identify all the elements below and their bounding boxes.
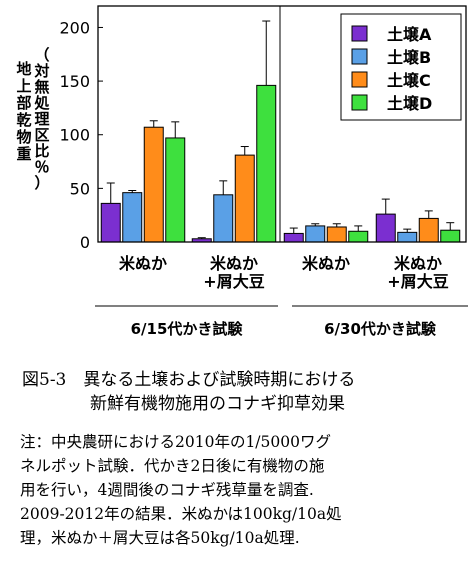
note-line-3: 用を行い，4週間後のコナギ残草量を調査.	[20, 481, 314, 499]
y-tick-label: 0	[80, 233, 90, 252]
category-label: 米ぬか	[302, 254, 350, 273]
legend-swatch	[351, 94, 368, 111]
caption-line-1: 図5-3 異なる土壌および試験時期における	[22, 370, 356, 390]
bar	[122, 192, 143, 243]
bar	[326, 226, 347, 243]
y-tick-label: 200	[59, 18, 90, 37]
bar-chart: 0 50 100 150 200 地上部乾物重 （対無処理区比％） 米ぬか 米ぬか+屑大豆 米ぬか…	[16, 5, 468, 338]
y-tick-label: 150	[59, 72, 90, 91]
note-line-5: 理，米ぬか＋屑大豆は各50kg/10a処理.	[20, 529, 300, 547]
bar	[256, 84, 277, 243]
group-label: 6/15代かき試験	[131, 320, 244, 338]
note-line-2: ネルポット試験．代かき2日後に有機物の施	[20, 457, 325, 475]
figure-note: 注：中央農研における2010年の1/5000ワグ ネルポット試験．代かき2日後に…	[20, 430, 460, 550]
bar	[213, 194, 234, 243]
y-tick-label: 50	[70, 179, 90, 198]
note-line-4: 2009-2012年の結果．米ぬかは100kg/10a処	[20, 505, 342, 523]
bar	[440, 229, 461, 243]
bar	[100, 202, 121, 243]
bar	[348, 230, 369, 243]
bar	[165, 137, 186, 243]
legend-swatch	[351, 48, 368, 65]
legend-label: 土壌A	[387, 25, 432, 44]
caption-line-2: 新鮮有機物施用のコナギ抑草効果	[90, 394, 345, 414]
bar	[305, 225, 326, 243]
legend-label: 土壌D	[387, 94, 432, 113]
category-label: 米ぬか+屑大豆	[387, 254, 448, 291]
bar	[234, 154, 255, 243]
y-axis-subtitle: （対無処理区比％）	[33, 46, 50, 192]
bar	[397, 231, 418, 243]
note-line-1: 注：中央農研における2010年の1/5000ワグ	[20, 433, 331, 451]
bar	[283, 232, 304, 243]
plot-frame	[97, 5, 467, 243]
bar	[375, 213, 396, 243]
legend-label: 土壌B	[387, 48, 431, 67]
y-axis-title: 地上部乾物重	[16, 60, 31, 163]
y-tick-label: 100	[59, 126, 90, 145]
group-label: 6/30代かき試験	[324, 320, 437, 338]
chart-svg: 0 50 100 150 200 地上部乾物重（対無処理区比％） 米ぬか 米ぬか+屑大豆 米ぬか…	[16, 5, 468, 338]
legend-swatch	[351, 71, 368, 88]
category-label: 米ぬか	[119, 254, 167, 273]
legend-swatch	[351, 25, 368, 42]
category-label: 米ぬか+屑大豆	[203, 254, 264, 291]
figure-caption: 図5-3 異なる土壌および試験時期における 新鮮有機物施用のコナギ抑草効果	[0, 368, 472, 428]
bar	[418, 217, 439, 243]
bar	[143, 126, 164, 243]
legend-label: 土壌C	[387, 71, 431, 90]
